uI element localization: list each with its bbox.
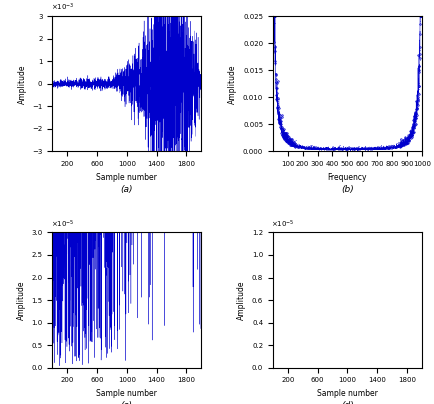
Y-axis label: Amplitude: Amplitude bbox=[16, 280, 26, 320]
Y-axis label: Amplitude: Amplitude bbox=[17, 64, 26, 103]
Text: $\times10^{-5}$: $\times10^{-5}$ bbox=[271, 218, 294, 229]
Text: (a): (a) bbox=[120, 185, 133, 194]
Text: (b): (b) bbox=[340, 185, 353, 194]
Text: $\times10^{-3}$: $\times10^{-3}$ bbox=[51, 2, 74, 13]
Text: (d): (d) bbox=[340, 401, 353, 404]
X-axis label: Sample number: Sample number bbox=[96, 389, 157, 398]
Y-axis label: Amplitude: Amplitude bbox=[228, 64, 237, 103]
Y-axis label: Amplitude: Amplitude bbox=[237, 280, 246, 320]
X-axis label: Sample number: Sample number bbox=[96, 173, 157, 182]
Text: (c): (c) bbox=[121, 401, 132, 404]
X-axis label: Sample number: Sample number bbox=[316, 389, 377, 398]
Text: $\times10^{-5}$: $\times10^{-5}$ bbox=[51, 218, 74, 229]
X-axis label: Frequency: Frequency bbox=[327, 173, 366, 182]
